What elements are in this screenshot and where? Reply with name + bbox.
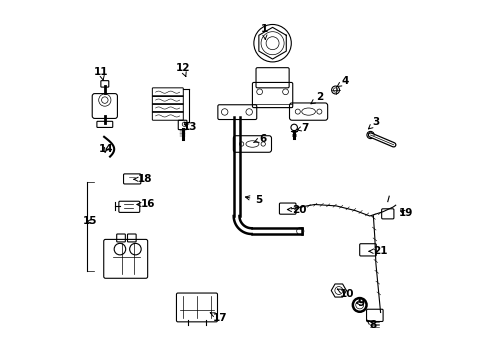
- Text: 5: 5: [245, 195, 262, 205]
- Text: 17: 17: [210, 312, 227, 323]
- Text: 21: 21: [368, 246, 386, 256]
- Text: 2: 2: [310, 92, 323, 104]
- Text: 9: 9: [356, 298, 364, 308]
- Text: 19: 19: [399, 208, 413, 218]
- Text: 14: 14: [99, 144, 113, 154]
- Text: 12: 12: [175, 63, 189, 77]
- Text: 1: 1: [260, 24, 267, 40]
- Text: 8: 8: [366, 320, 376, 330]
- Text: 15: 15: [83, 216, 98, 226]
- Text: 11: 11: [94, 67, 108, 80]
- Text: 13: 13: [182, 122, 197, 132]
- Text: 10: 10: [337, 289, 354, 299]
- Text: 6: 6: [253, 134, 265, 144]
- Text: 16: 16: [137, 199, 155, 210]
- Text: 7: 7: [296, 123, 308, 133]
- Text: 20: 20: [287, 204, 305, 215]
- Text: 3: 3: [367, 117, 379, 129]
- Text: 4: 4: [336, 76, 348, 87]
- Text: 18: 18: [134, 174, 152, 184]
